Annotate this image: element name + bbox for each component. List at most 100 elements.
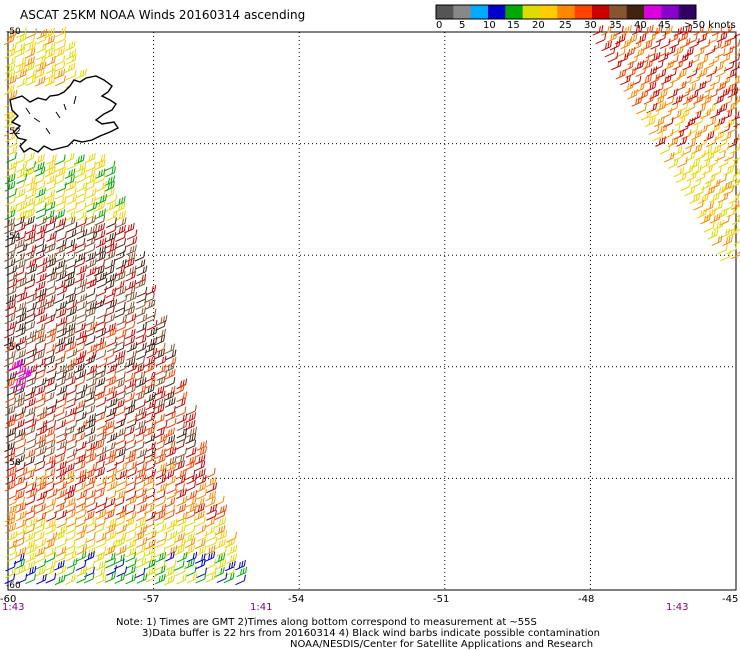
wind-barb — [670, 72, 681, 84]
wind-barb — [655, 47, 667, 59]
wind-barb — [4, 217, 15, 228]
wind-barb — [93, 439, 105, 451]
wind-barb — [124, 252, 136, 263]
wind-barb — [164, 377, 176, 388]
wind-barb — [175, 524, 186, 536]
wind-barb — [737, 110, 740, 113]
wind-barb — [115, 231, 127, 242]
wind-barb — [44, 446, 55, 458]
wind-barb — [75, 202, 87, 214]
wind-barb — [45, 252, 56, 264]
wind-barb — [709, 122, 721, 133]
wind-barb — [104, 523, 116, 535]
wind-barb — [144, 384, 155, 395]
wind-barb — [113, 250, 125, 262]
wind-barb — [76, 448, 87, 460]
wind-barb — [15, 335, 27, 347]
wind-barb — [143, 475, 155, 487]
wind-barb — [46, 327, 57, 338]
wind-barb — [76, 300, 88, 312]
wind-barb — [176, 488, 187, 500]
wind-barb — [153, 404, 165, 415]
wind-barb — [215, 517, 227, 528]
wind-barb — [96, 476, 108, 487]
wind-barb — [134, 455, 146, 467]
wind-barb — [196, 567, 208, 579]
wind-barb — [75, 322, 86, 334]
wind-barb — [164, 574, 175, 586]
wind-barb — [95, 502, 107, 514]
wind-barb — [85, 251, 97, 262]
wind-barb — [106, 461, 118, 473]
wind-barb — [700, 108, 712, 119]
wind-barb — [194, 558, 206, 570]
wind-barb — [95, 251, 107, 263]
footnote-line-1: Note: 1) Times are GMT 2)Times along bot… — [116, 617, 537, 628]
wind-barb — [75, 369, 87, 380]
wind-barb — [95, 397, 107, 408]
wind-barb — [24, 273, 36, 284]
wind-barb — [673, 166, 685, 178]
wind-barb — [216, 546, 227, 557]
wind-barb — [33, 161, 45, 173]
wind-barb — [6, 530, 18, 542]
wind-barb — [65, 229, 77, 240]
wind-barb — [34, 546, 46, 558]
wind-barb — [34, 369, 46, 381]
wind-barb — [25, 230, 36, 242]
wind-barb — [75, 440, 87, 452]
wind-barb — [719, 215, 730, 226]
legend-swatch — [574, 5, 593, 19]
legend-label: 5 — [459, 20, 466, 31]
wind-barb — [26, 488, 38, 499]
wind-barb — [205, 496, 216, 508]
legend-swatch — [661, 5, 680, 19]
wind-barb — [65, 398, 77, 409]
wind-barb — [25, 573, 37, 585]
wind-barb — [154, 440, 166, 452]
wind-barb — [75, 481, 86, 493]
wind-barb — [134, 551, 146, 563]
wind-barb — [46, 383, 57, 394]
wind-barb — [25, 551, 37, 563]
wind-barb — [56, 363, 68, 375]
wind-barb — [687, 124, 699, 136]
wind-barb — [154, 490, 166, 501]
wind-barb — [16, 161, 28, 173]
wind-barb — [601, 40, 612, 52]
wind-barb — [24, 455, 35, 467]
wind-barb — [712, 201, 723, 212]
wind-barb — [711, 40, 722, 52]
wind-barb — [43, 565, 55, 577]
wind-barb — [55, 307, 67, 319]
wind-barb — [116, 462, 128, 473]
wind-barb — [6, 496, 18, 507]
wind-barb — [64, 40, 76, 52]
wind-barb — [85, 258, 97, 269]
wind-barb — [44, 166, 56, 178]
legend-swatch — [505, 5, 524, 19]
wind-barb — [4, 223, 16, 235]
wind-barb — [96, 286, 107, 297]
wind-barb — [15, 271, 27, 283]
wind-barb — [106, 390, 117, 402]
wind-barb — [64, 168, 76, 179]
wind-barb — [35, 566, 46, 577]
wind-barb — [24, 35, 36, 47]
wind-barb — [25, 175, 36, 187]
wind-barb — [156, 482, 168, 494]
wind-barb — [45, 180, 57, 192]
wind-barb — [680, 180, 692, 192]
wind-barb — [56, 481, 68, 492]
wind-barb — [75, 516, 87, 528]
wind-barb — [105, 231, 117, 243]
wind-barb — [105, 376, 117, 388]
wind-barb — [34, 398, 46, 409]
wind-barb — [36, 42, 47, 54]
wind-barb — [16, 173, 28, 185]
wind-barb — [226, 532, 238, 543]
wind-barb — [165, 475, 176, 487]
wind-barb — [16, 573, 28, 585]
wind-barb — [85, 489, 96, 501]
wind-barb — [115, 427, 127, 438]
